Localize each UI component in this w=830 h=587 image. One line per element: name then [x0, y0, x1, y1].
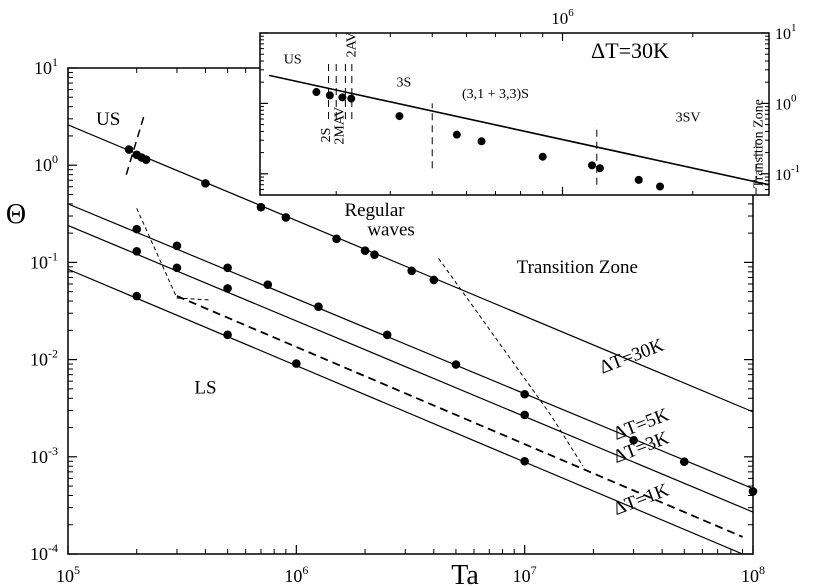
- data-point-s4-1: [223, 330, 232, 340]
- inset-data-point-0: [312, 88, 321, 97]
- inset-y-tick-label-2: 101: [775, 22, 797, 43]
- data-point-s0-5: [256, 202, 266, 212]
- inset-region-label-0: US: [284, 52, 302, 67]
- data-point-s0-9: [370, 250, 379, 260]
- inset-data-point-4: [395, 112, 404, 121]
- data-point-s1-2: [223, 263, 232, 273]
- inset-data-point-7: [538, 152, 547, 161]
- x-tick-label-2: 107: [513, 563, 537, 586]
- data-point-s0-4: [201, 179, 210, 188]
- data-point-s0-11: [429, 275, 439, 285]
- data-point-s1-8: [629, 435, 638, 445]
- data-point-s0-7: [332, 234, 341, 244]
- series-line-1: [68, 203, 753, 490]
- series-line-4: [68, 268, 743, 554]
- inset-region-label-6: 3SV: [676, 111, 701, 126]
- inset-data-point-11: [656, 182, 665, 191]
- regime-boundary-1: [136, 208, 211, 301]
- inset-data-points: [312, 88, 665, 191]
- data-point-s2-2: [223, 284, 232, 293]
- series-line-3: [176, 295, 743, 538]
- inset-region-label-2: 2MAV: [333, 107, 348, 145]
- inset-data-point-1: [325, 91, 334, 100]
- y-tick-label-3: 10-1: [30, 249, 58, 272]
- y-tick-label-5: 101: [34, 55, 58, 78]
- regime-boundary-2: [438, 258, 584, 467]
- inset-data-point-5: [452, 130, 461, 139]
- inset-data-point-8: [588, 161, 597, 170]
- regime-boundary-0: [125, 115, 145, 175]
- data-point-s1-1: [172, 241, 182, 251]
- data-point-s0-6: [281, 213, 291, 222]
- inset-data-point-10: [634, 175, 643, 184]
- annotation-2: Regular: [344, 200, 405, 221]
- inset-title: ΔT=30K: [591, 38, 669, 63]
- data-point-s1-5: [382, 330, 392, 340]
- data-point-s0-0: [124, 145, 134, 154]
- inset-x-tick-label-0: 106: [551, 7, 574, 28]
- data-point-s4-0: [132, 291, 142, 301]
- annotation-4: Transition Zone: [517, 257, 638, 278]
- data-point-s1-4: [314, 302, 323, 312]
- inset-region-label-1: 2S: [319, 128, 334, 143]
- inset-region-label-3: 2AV: [344, 32, 359, 57]
- x-axis-label: Ta: [451, 560, 479, 587]
- data-point-s4-3: [520, 456, 529, 466]
- data-point-s1-3: [263, 280, 273, 289]
- main-plot-area: [68, 115, 753, 554]
- data-point-s4-2: [292, 359, 301, 368]
- data-point-s0-3: [141, 155, 151, 164]
- inset-background: [260, 33, 769, 195]
- inset-region-label-7: Transition Zone: [752, 99, 767, 188]
- x-tick-label-3: 108: [741, 563, 765, 586]
- data-point-s0-10: [407, 266, 416, 276]
- data-point-s1-0: [132, 224, 142, 234]
- annotation-1: LS: [194, 377, 216, 398]
- inset-series-line-0: [268, 74, 769, 186]
- x-tick-label-1: 106: [284, 563, 308, 586]
- x-tick-label-0: 105: [56, 563, 80, 586]
- y-axis-label: Θ: [6, 199, 26, 230]
- y-tick-label-4: 100: [34, 152, 58, 175]
- data-point-s2-3: [520, 410, 529, 420]
- inset-data-point-9: [595, 164, 604, 173]
- inset-region-label-5: (3,1 + 3,3)S: [462, 87, 529, 102]
- main-data-points: [124, 145, 758, 496]
- inset-y-tick-label-1: 100: [775, 92, 797, 113]
- data-point-s1-6: [451, 360, 461, 369]
- inset-plot-area: [268, 61, 769, 195]
- inset-y-tick-label-0: 10-1: [775, 163, 800, 184]
- annotation-3: waves: [367, 219, 414, 240]
- y-tick-label-2: 10-2: [30, 347, 58, 370]
- data-point-s0-8: [360, 246, 370, 255]
- y-tick-label-0: 10-4: [30, 541, 58, 564]
- inset-data-point-6: [477, 137, 486, 146]
- inset-region-label-4: 3S: [396, 75, 411, 90]
- series-line-2: [68, 224, 753, 513]
- inset-data-point-3: [347, 94, 356, 103]
- data-point-s2-1: [172, 263, 182, 273]
- annotation-0: US: [96, 109, 120, 130]
- inset-data-point-2: [338, 93, 347, 102]
- y-tick-label-1: 10-3: [30, 444, 58, 467]
- data-point-s1-7: [520, 389, 529, 399]
- data-point-s2-0: [132, 247, 142, 256]
- inset-axes: 106 10-1 100 101: [259, 7, 800, 195]
- data-point-s2-4: [679, 457, 689, 467]
